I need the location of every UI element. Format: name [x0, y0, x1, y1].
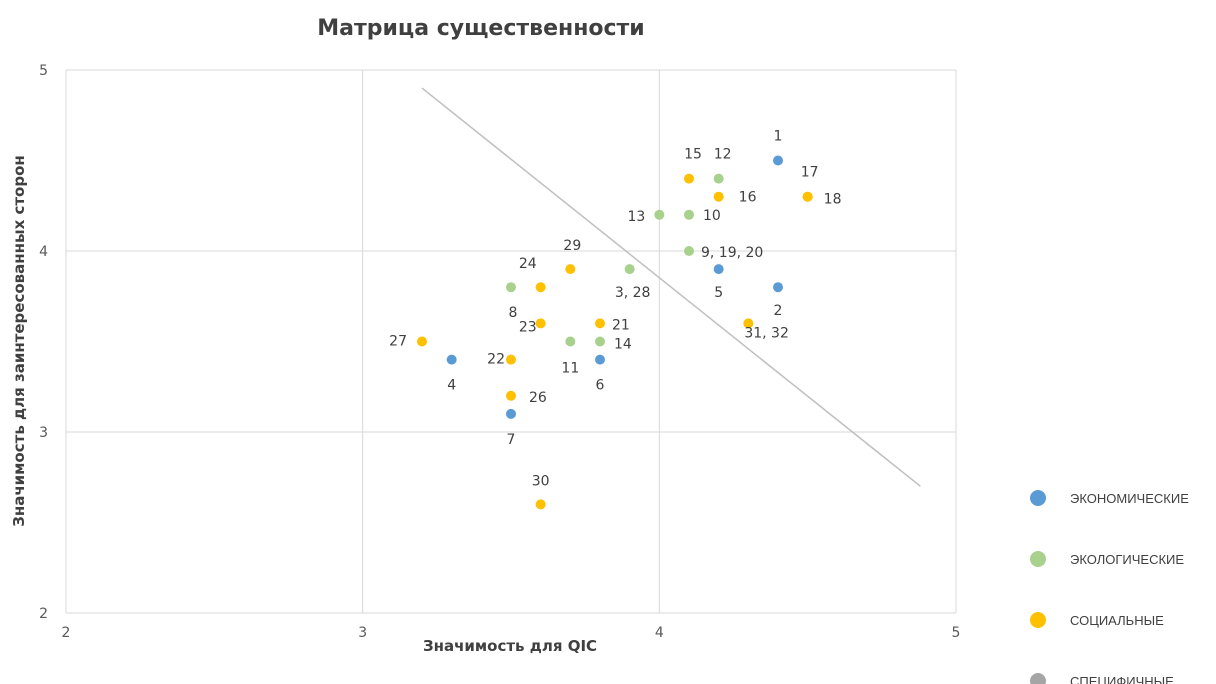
- grid: [65, 69, 957, 614]
- data-point: [446, 354, 457, 365]
- y-tick-label: 3: [39, 425, 48, 441]
- data-point: [506, 408, 516, 419]
- data-point-label: 1: [774, 129, 783, 145]
- data-point-label: 23: [519, 319, 537, 335]
- x-tick-label: 2: [62, 625, 71, 641]
- data-point: [565, 264, 576, 275]
- data-point-label: 2: [774, 303, 783, 319]
- legend-marker-soc: [1030, 612, 1046, 628]
- data-point: [506, 354, 516, 365]
- data-point-label: 26: [529, 390, 547, 406]
- data-point-label: 7: [507, 432, 516, 448]
- data-points: [417, 155, 813, 510]
- data-point-label: 3, 28: [615, 285, 651, 301]
- legend-label-econ: ЭКОНОМИЧЕСКИЕ: [1070, 491, 1189, 506]
- data-point: [595, 318, 605, 329]
- data-point: [565, 336, 576, 347]
- data-point-label: 29: [563, 238, 581, 254]
- data-point: [684, 209, 694, 220]
- data-point-label: 15: [684, 147, 702, 163]
- legend-marker-spec: [1030, 673, 1046, 684]
- data-point-label: 24: [519, 256, 537, 272]
- x-tick-label: 4: [655, 625, 664, 641]
- data-point: [684, 246, 694, 256]
- data-point-label: 21: [612, 317, 630, 333]
- y-tick-label: 5: [39, 63, 48, 79]
- data-point-label: 6: [596, 378, 605, 394]
- data-point-label: 10: [703, 208, 721, 224]
- legend-marker-econ: [1030, 490, 1046, 506]
- data-point: [535, 499, 546, 510]
- x-axis-title: Значимость для QIC: [423, 637, 597, 655]
- data-point-label: 9, 19, 20: [701, 245, 763, 261]
- data-point-label: 11: [561, 361, 579, 377]
- data-point-label: 14: [614, 337, 632, 353]
- data-point-label: 22: [487, 352, 505, 368]
- data-point-label: 27: [389, 334, 407, 350]
- data-point-label: 12: [714, 147, 732, 163]
- data-point-label: 18: [824, 192, 842, 208]
- x-tick-label: 5: [952, 625, 961, 641]
- data-point: [773, 282, 783, 293]
- data-point: [535, 318, 546, 329]
- threshold-line: [421, 87, 921, 487]
- data-point-label: 4: [447, 378, 456, 394]
- data-point: [624, 264, 635, 275]
- data-point-label: 16: [739, 190, 757, 206]
- data-point: [802, 191, 813, 202]
- data-point: [713, 191, 724, 202]
- data-point: [743, 318, 754, 329]
- y-tick-label: 2: [39, 606, 48, 622]
- data-point-label: 17: [801, 165, 819, 181]
- data-point-label: 31, 32: [744, 325, 789, 341]
- legend-label-eco: ЭКОЛОГИЧЕСКИЕ: [1070, 552, 1184, 567]
- data-point: [535, 282, 546, 293]
- data-point: [595, 354, 605, 365]
- data-point-label: 30: [532, 473, 550, 489]
- data-point: [417, 336, 427, 347]
- legend-label-soc: СОЦИАЛЬНЫЕ: [1070, 613, 1164, 628]
- data-point: [773, 155, 783, 166]
- data-point-label: 13: [628, 209, 646, 225]
- data-point: [506, 390, 516, 401]
- y-tick-label: 4: [39, 244, 48, 260]
- chart-title: Матрица существенности: [317, 16, 644, 41]
- data-point: [713, 173, 724, 184]
- data-point-label: 8: [509, 305, 518, 321]
- data-point: [684, 173, 694, 184]
- data-point: [654, 209, 665, 220]
- y-axis-title: Значимость для заинтересованных сторон: [10, 155, 28, 527]
- x-tick-label: 3: [358, 625, 367, 641]
- legend-label-spec: СПЕЦИФИЧНЫЕ: [1070, 674, 1174, 684]
- legend-marker-eco: [1030, 551, 1046, 567]
- data-point: [506, 282, 516, 293]
- data-point: [595, 336, 605, 347]
- data-point-label: 5: [714, 285, 723, 301]
- legend: ЭКОНОМИЧЕСКИЕ ЭКОЛОГИЧЕСКИЕ СОЦИАЛЬНЫЕ СПЕЦ…: [1030, 490, 1189, 684]
- data-point: [713, 264, 724, 275]
